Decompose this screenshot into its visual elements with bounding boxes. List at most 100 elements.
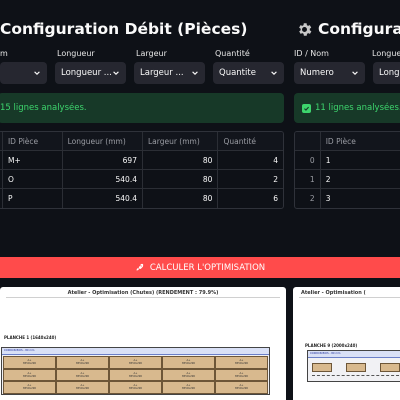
piece-cell: A+ 8550x290 [215, 356, 268, 369]
table-row[interactable]: M+ 697 80 4 [0, 151, 283, 170]
quantite-select-value: Quantite [219, 68, 256, 78]
plank-board: CORDON BOIS - 80 mm A+ 8550x290 A+ 8550x290… [1, 347, 270, 395]
piece-cell [346, 363, 366, 372]
row-index [0, 170, 3, 188]
rocket-icon [136, 263, 144, 271]
piece-id: A+ [27, 371, 32, 375]
longueur-select[interactable]: Longueur ... [55, 62, 126, 84]
piece-size: 8550x290 [75, 387, 90, 391]
board-strip [2, 348, 269, 355]
right-success-alert: 11 lignes analysées. [294, 93, 400, 123]
piece-id: A+ [239, 384, 244, 388]
piece-id: A+ [27, 384, 32, 388]
right-pieces-table[interactable]: ID Pièce 0 1 1 2 2 3 [294, 131, 400, 209]
chevron-down-icon [34, 71, 40, 75]
cell-quantite[interactable]: 2 [273, 174, 278, 184]
right-config-panel: Configuration ID / Nom Longueur Numero L… [294, 0, 400, 250]
title-divider [6, 297, 280, 298]
header-largeur[interactable]: Largeur (mm) [143, 132, 219, 150]
piece-id: A+ [186, 371, 191, 375]
right-longueur-label: Longueur [372, 49, 400, 58]
piece-cell: A+ 8550x290 [3, 356, 56, 369]
header-quantite[interactable]: Quantité [223, 136, 257, 146]
cell-id[interactable]: M+ [3, 151, 63, 169]
table-row[interactable]: 2 3 [295, 189, 400, 208]
cell-id[interactable]: O [3, 170, 63, 188]
piece-size: 8550x290 [22, 374, 37, 378]
piece-id: A+ [80, 359, 85, 363]
chevron-down-icon [192, 71, 198, 75]
piece-size: 8550x290 [234, 374, 249, 378]
piece-id: A+ [186, 384, 191, 388]
piece-cell: A+ 8550x290 [215, 381, 268, 394]
plank-label: PLANCHE 1 (1640x240) [4, 335, 57, 340]
piece-id: A+ [186, 359, 191, 363]
piece-id: A+ [80, 371, 85, 375]
piece-size: 8550x290 [75, 362, 90, 366]
piece-size: 8550x290 [181, 362, 196, 366]
cell-id[interactable]: 3 [325, 194, 331, 203]
piece-size: 8550x290 [22, 387, 37, 391]
quantite-select[interactable]: Quantite [213, 62, 284, 84]
piece-cell [380, 363, 400, 372]
row-index: 1 [295, 170, 321, 188]
left-result-sheet: Atelier - Optimisation (Chutes) (RENDEME… [0, 287, 286, 400]
piece-size: 8550x290 [181, 387, 196, 391]
cell-largeur[interactable]: 80 [143, 189, 219, 208]
piece-size: 8550x290 [75, 374, 90, 378]
cell-longueur[interactable]: 540.4 [63, 189, 143, 208]
piece-size: 8550x290 [128, 362, 143, 366]
header-id-piece[interactable]: ID Pièce [325, 136, 356, 146]
piece-size: 8550x290 [234, 362, 249, 366]
piece-size: 8550x290 [181, 374, 196, 378]
cell-id[interactable]: 2 [325, 174, 331, 184]
right-result-sheet: Atelier - Optimisation ( PLANCHE 9 (2000… [293, 287, 400, 400]
table-row[interactable]: 0 1 [295, 151, 400, 170]
left-success-alert: 15 lignes analysées. [0, 93, 284, 123]
board-strip [308, 351, 400, 358]
piece-id: A+ [80, 384, 85, 388]
piece-cell: A+ 8550x290 [56, 356, 109, 369]
header-id-piece[interactable]: ID Pièce [3, 132, 63, 150]
piece-cell: A+ 8550x290 [56, 381, 109, 394]
piece-size: 8550x290 [128, 374, 143, 378]
piece-cell [312, 363, 332, 372]
right-longueur-select[interactable]: Longueu [373, 62, 400, 84]
right-id-nom-select[interactable]: Numero [294, 62, 365, 84]
cell-quantite[interactable]: 6 [273, 194, 278, 203]
calculate-optimisation-button[interactable]: CALCULER L'OPTIMISATION [0, 257, 400, 278]
piece-cell: A+ 8550x290 [109, 381, 162, 394]
quantite-label: Quantité [215, 49, 250, 58]
cell-id[interactable]: 1 [325, 155, 331, 165]
cell-largeur[interactable]: 80 [143, 151, 219, 169]
cell-longueur[interactable]: 697 [63, 151, 143, 169]
gear-icon [299, 22, 312, 36]
header-longueur[interactable]: Longueur (mm) [63, 132, 143, 150]
right-id-nom-label: ID / Nom [294, 49, 329, 58]
id-nom-select[interactable] [0, 62, 47, 84]
title-divider [299, 297, 400, 298]
table-row[interactable]: P 540.4 80 6 [0, 189, 283, 208]
largeur-select-value: Largeur ... [140, 68, 184, 78]
cell-largeur[interactable]: 80 [143, 170, 219, 188]
plank-label: PLANCHE 9 (2000x240) [305, 343, 358, 348]
table-row[interactable]: 1 2 [295, 170, 400, 189]
longueur-select-value: Longueur ... [61, 68, 112, 78]
piece-cell: A+ 8550x290 [109, 368, 162, 381]
cell-id[interactable]: P [3, 189, 63, 208]
left-pieces-table[interactable]: ID Pièce Longueur (mm) Largeur (mm) Quan… [0, 131, 284, 209]
left-heading: Configuration Débit (Pièces) [0, 20, 247, 38]
piece-cell: A+ 8550x290 [162, 356, 215, 369]
largeur-label: Largeur [136, 49, 167, 58]
piece-size: 8550x290 [234, 387, 249, 391]
piece-cell: A+ 8550x290 [56, 368, 109, 381]
cut-line [312, 375, 400, 376]
table-row[interactable]: O 540.4 80 2 [0, 170, 283, 189]
piece-cell: A+ 8550x290 [109, 356, 162, 369]
left-sheet-title: Atelier - Optimisation (Chutes) (RENDEME… [67, 290, 219, 296]
right-success-text: 11 lignes analysées. [315, 103, 400, 113]
cell-longueur[interactable]: 540.4 [63, 170, 143, 188]
check-icon [302, 103, 311, 113]
largeur-select[interactable]: Largeur ... [134, 62, 205, 84]
cell-quantite[interactable]: 4 [273, 155, 278, 165]
